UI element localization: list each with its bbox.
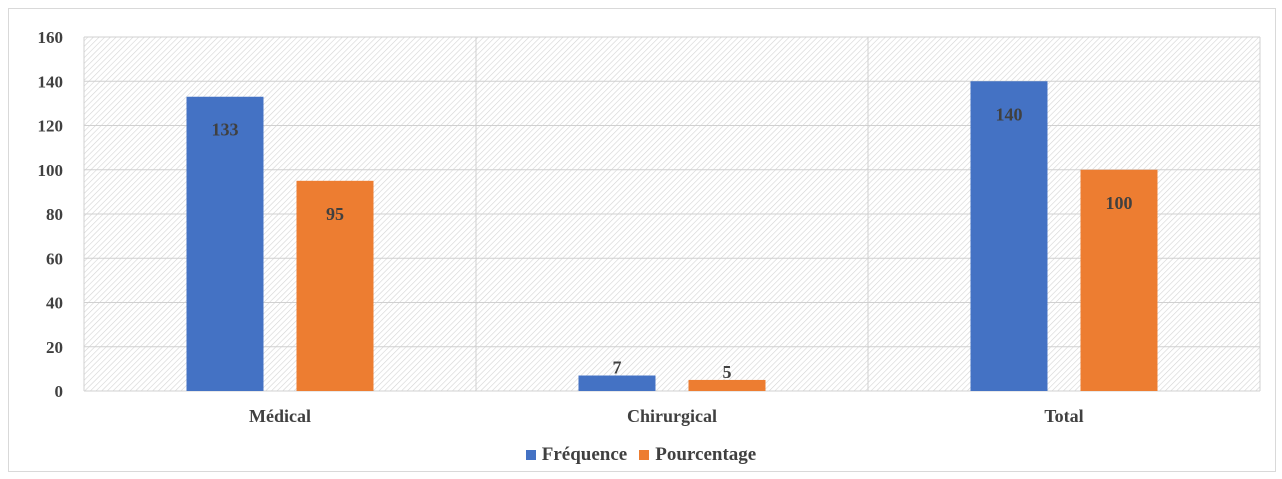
data-labels: 133 95 7 5 140 100: [212, 104, 1133, 382]
x-category-label: Total: [1044, 406, 1083, 426]
bar-frequence: [578, 375, 656, 391]
bar-pourcentage: [1080, 169, 1158, 391]
data-label: 140: [996, 104, 1023, 124]
y-tick-label: 140: [38, 72, 64, 91]
y-tick-label: 80: [46, 205, 63, 224]
bars: [186, 81, 1158, 392]
legend-item: Pourcentage: [639, 444, 756, 466]
data-label: 95: [326, 204, 344, 224]
legend: Fréquence Pourcentage: [0, 444, 1282, 466]
y-axis: 0 20 40 60 80 100 120 140 160: [38, 28, 64, 401]
y-tick-label: 40: [46, 294, 63, 313]
bar-pourcentage: [296, 180, 374, 391]
legend-swatch: [525, 450, 536, 460]
bar-chart: 0 20 40 60 80 100 120 140 160 133 95 7 5 140 100 Médi…: [38, 28, 1261, 426]
data-label: 7: [613, 358, 622, 378]
legend-item: Fréquence: [525, 444, 628, 466]
x-axis: Médical Chirurgical Total: [249, 406, 1084, 426]
y-tick-label: 60: [46, 249, 63, 268]
legend-swatch: [639, 450, 650, 460]
bar-pourcentage: [688, 379, 766, 391]
legend-label: Pourcentage: [655, 444, 757, 465]
gridlines: [83, 36, 1261, 392]
x-category-label: Médical: [249, 406, 311, 426]
y-tick-label: 120: [38, 117, 64, 136]
y-tick-label: 20: [46, 338, 63, 357]
bar-frequence: [186, 96, 264, 392]
y-tick-label: 160: [38, 28, 64, 47]
data-label: 100: [1106, 193, 1133, 213]
x-category-label: Chirurgical: [627, 406, 717, 426]
data-label: 5: [723, 362, 732, 382]
y-tick-label: 100: [38, 161, 64, 180]
data-label: 133: [212, 120, 239, 140]
bar-frequence: [970, 81, 1048, 391]
legend-label: Fréquence: [541, 444, 628, 465]
y-tick-label: 0: [55, 382, 64, 401]
